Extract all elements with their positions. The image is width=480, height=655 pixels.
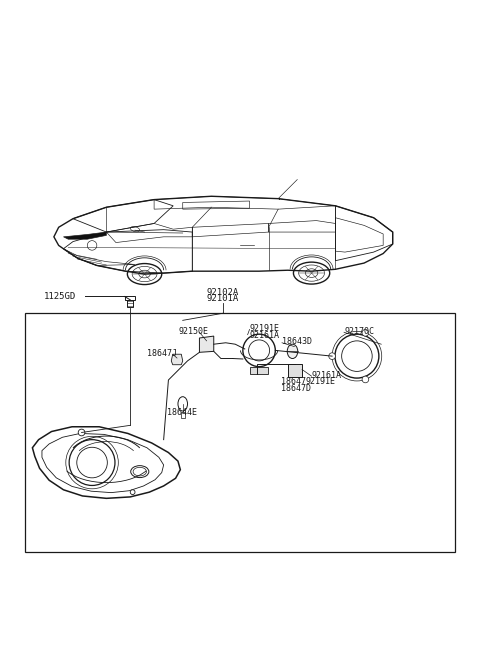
Bar (25, 313, 455, 552)
Bar (251, 367, 268, 374)
Circle shape (78, 429, 85, 436)
Text: 92102A: 92102A (206, 288, 239, 297)
Text: 92101A: 92101A (206, 294, 239, 303)
Text: 18643D: 18643D (282, 337, 312, 346)
Text: 18644E: 18644E (167, 408, 196, 417)
Bar (127, 300, 133, 307)
Circle shape (362, 329, 369, 336)
Circle shape (362, 376, 369, 383)
Text: 18647D: 18647D (281, 384, 311, 393)
Text: 92191E: 92191E (250, 324, 279, 333)
Circle shape (130, 490, 135, 495)
Text: 92161A: 92161A (312, 371, 342, 380)
Bar (125, 296, 135, 300)
Text: 92170C: 92170C (344, 327, 374, 336)
Bar (288, 364, 301, 377)
Text: 1125GD: 1125GD (44, 292, 77, 301)
Polygon shape (171, 354, 183, 365)
Ellipse shape (178, 397, 188, 411)
Circle shape (329, 353, 336, 360)
Text: 92191E: 92191E (306, 377, 336, 386)
Ellipse shape (287, 345, 298, 358)
Polygon shape (63, 232, 107, 239)
Text: 18647: 18647 (281, 377, 306, 386)
Polygon shape (199, 336, 214, 352)
Text: 18647J: 18647J (147, 349, 177, 358)
Text: 92150E: 92150E (179, 327, 209, 336)
Bar (181, 413, 185, 418)
Text: 92161A: 92161A (250, 331, 279, 340)
